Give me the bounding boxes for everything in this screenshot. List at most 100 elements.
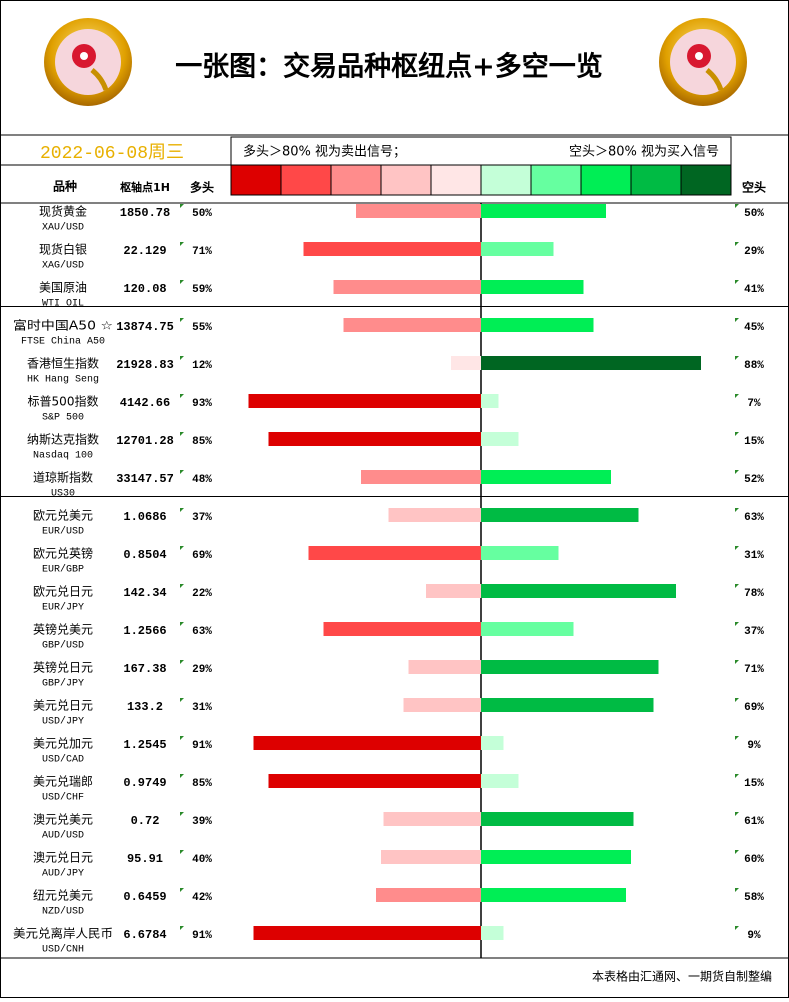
value-label: 31% <box>192 702 212 714</box>
cell-marker <box>180 812 184 816</box>
category-code: USD/JPY <box>42 716 84 728</box>
category-code: GBP/USD <box>42 640 84 652</box>
short-bar <box>481 812 634 826</box>
category-name: 欧元兑英镑 <box>33 546 93 561</box>
logo-left <box>44 18 132 106</box>
category-code: S&P 500 <box>42 413 84 424</box>
value-label: 7% <box>747 398 761 410</box>
cell-marker <box>735 356 739 360</box>
pivot: 6.6784 <box>123 928 166 942</box>
value-label: 39% <box>192 816 212 828</box>
cell-marker <box>735 470 739 474</box>
value-label: 88% <box>744 360 764 372</box>
legend-swatch <box>680 164 732 196</box>
category-name: 纳斯达克指数 <box>27 432 99 447</box>
category-code: EUR/GBP <box>42 564 84 576</box>
category-name: 欧元兑日元 <box>33 585 93 599</box>
category-code: USD/CAD <box>42 754 84 766</box>
category-code: XAU/USD <box>42 222 84 234</box>
value-label: 9% <box>747 740 761 752</box>
category-name: 标普500指数 <box>28 394 99 409</box>
category-name: 道琼斯指数 <box>33 470 93 485</box>
value-label: 78% <box>744 588 764 600</box>
value-label: 63% <box>192 626 212 638</box>
long-bar <box>388 508 481 522</box>
value-label: 42% <box>192 892 212 904</box>
short-bar <box>481 546 559 560</box>
legend-swatch <box>380 164 432 196</box>
value-label: 71% <box>744 664 764 676</box>
cell-marker <box>735 508 739 512</box>
value-label: 85% <box>192 436 212 448</box>
cell-marker <box>180 546 184 550</box>
pivot: 1.2566 <box>123 624 166 638</box>
long-bar <box>403 698 481 712</box>
pivot: 142.34 <box>123 586 166 600</box>
pivot-header: 枢轴点1H <box>120 180 170 194</box>
cell-marker <box>180 888 184 892</box>
legend-swatch <box>330 164 382 196</box>
value-label: 63% <box>744 512 764 524</box>
short-bar <box>481 622 574 636</box>
legend-swatch <box>280 164 332 196</box>
cell-marker <box>180 508 184 512</box>
legend-swatch <box>530 164 582 196</box>
pivot: 1850.78 <box>120 206 170 220</box>
category-code: USD/CHF <box>42 792 84 804</box>
category-name: 现货白银 <box>39 242 87 257</box>
long-bar <box>253 736 481 750</box>
cell-marker <box>735 850 739 854</box>
legend-swatch <box>230 164 282 196</box>
footer: 本表格由汇通网、一期货自制整编 <box>592 969 772 984</box>
category-name: 纽元兑美元 <box>33 889 93 903</box>
cell-marker <box>180 584 184 588</box>
category-code: US30 <box>51 489 75 500</box>
cell-marker <box>735 926 739 930</box>
cell-marker <box>180 926 184 930</box>
series-header: 多头 <box>190 180 214 195</box>
category-name: 美元兑离岸人民币 <box>13 926 113 941</box>
long-bar <box>376 888 481 902</box>
category-code: FTSE China A50 <box>21 336 105 348</box>
cell-marker <box>735 660 739 664</box>
value-label: 61% <box>744 816 764 828</box>
category-code: Nasdaq 100 <box>33 450 93 462</box>
cell-marker <box>735 394 739 398</box>
pivot: 133.2 <box>127 700 163 714</box>
cell-marker <box>735 280 739 284</box>
long-bar <box>268 774 481 788</box>
pivot: 22.129 <box>123 244 166 258</box>
cell-marker <box>735 584 739 588</box>
short-bar <box>481 926 504 940</box>
category-name: 美元兑日元 <box>33 699 93 713</box>
series-header: 空头 <box>742 180 766 195</box>
category-code: WTI OIL <box>42 299 84 310</box>
short-bar <box>481 470 611 484</box>
long-bar <box>451 356 481 370</box>
short-bar <box>481 660 659 674</box>
long-bar <box>408 660 481 674</box>
value-label: 55% <box>192 322 212 334</box>
legend-swatch <box>480 164 532 196</box>
category-code: USD/CNH <box>42 944 84 956</box>
long-bar <box>343 318 481 332</box>
category-code: EUR/USD <box>42 526 84 538</box>
long-bar <box>253 926 481 940</box>
pivot: 13874.75 <box>116 320 174 334</box>
value-label: 9% <box>747 930 761 942</box>
value-label: 40% <box>192 854 212 866</box>
chart-title: 一张图：交易品种枢纽点+多空一览 <box>175 51 603 83</box>
category-name: 英镑兑美元 <box>33 622 93 637</box>
logo-right <box>659 18 747 106</box>
value-label: 15% <box>744 436 764 448</box>
cell-marker <box>735 204 739 208</box>
value-label: 52% <box>744 474 764 486</box>
value-label: 50% <box>192 208 212 220</box>
long-bar <box>383 812 481 826</box>
category-code: NZD/USD <box>42 906 84 918</box>
cell-marker <box>180 394 184 398</box>
pivot: 0.72 <box>131 814 160 828</box>
value-label: 29% <box>744 246 764 258</box>
